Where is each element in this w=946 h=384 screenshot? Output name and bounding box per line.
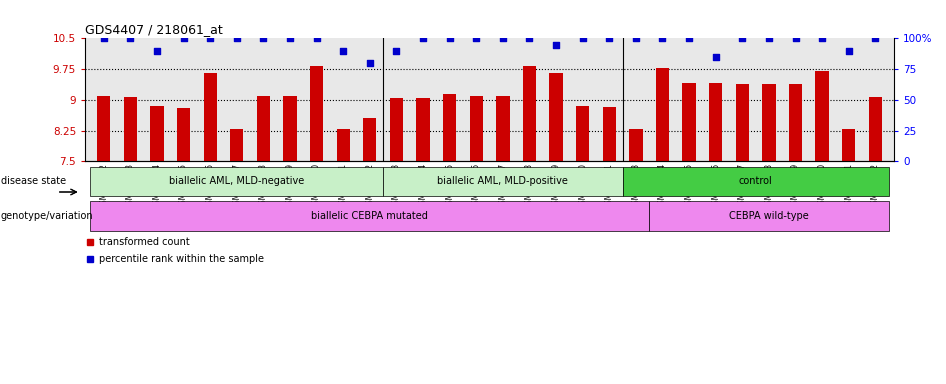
- Point: [362, 60, 377, 66]
- Bar: [124, 97, 137, 161]
- Point: [575, 35, 590, 41]
- Text: transformed count: transformed count: [99, 237, 190, 247]
- Point: [628, 35, 643, 41]
- Bar: [842, 129, 855, 161]
- Bar: [97, 96, 111, 161]
- Bar: [91, 167, 383, 196]
- Bar: [523, 66, 536, 161]
- Text: control: control: [739, 176, 773, 187]
- Point: [788, 35, 803, 41]
- Point: [468, 35, 483, 41]
- Bar: [230, 129, 243, 161]
- Bar: [649, 201, 888, 231]
- Bar: [416, 98, 429, 161]
- Point: [415, 35, 430, 41]
- Bar: [629, 129, 642, 161]
- Bar: [622, 167, 888, 196]
- Point: [549, 41, 564, 48]
- Bar: [310, 66, 324, 161]
- Point: [709, 54, 724, 60]
- Point: [735, 35, 750, 41]
- Bar: [789, 84, 802, 161]
- Bar: [284, 96, 297, 161]
- Bar: [656, 68, 669, 161]
- Point: [496, 35, 511, 41]
- Point: [123, 35, 138, 41]
- Bar: [177, 108, 190, 161]
- Bar: [256, 96, 270, 161]
- Bar: [443, 94, 456, 161]
- Point: [841, 48, 856, 54]
- Text: GDS4407 / 218061_at: GDS4407 / 218061_at: [85, 23, 223, 36]
- Point: [96, 35, 112, 41]
- Point: [149, 48, 165, 54]
- Point: [309, 35, 324, 41]
- Bar: [710, 83, 723, 161]
- Point: [762, 35, 777, 41]
- Point: [867, 35, 883, 41]
- Text: biallelic AML, MLD-negative: biallelic AML, MLD-negative: [169, 176, 305, 187]
- Text: biallelic AML, MLD-positive: biallelic AML, MLD-positive: [437, 176, 569, 187]
- Text: disease state: disease state: [1, 176, 66, 187]
- Point: [681, 35, 696, 41]
- Text: percentile rank within the sample: percentile rank within the sample: [99, 254, 264, 264]
- Bar: [682, 83, 695, 161]
- Point: [522, 35, 537, 41]
- Bar: [203, 73, 217, 161]
- Bar: [762, 84, 776, 161]
- Bar: [576, 106, 589, 161]
- Bar: [603, 107, 616, 161]
- Point: [255, 35, 271, 41]
- Bar: [736, 84, 749, 161]
- Point: [336, 48, 351, 54]
- Bar: [868, 96, 882, 161]
- Bar: [150, 106, 164, 161]
- Bar: [337, 129, 350, 161]
- Point: [176, 35, 191, 41]
- Text: biallelic CEBPA mutated: biallelic CEBPA mutated: [311, 211, 429, 221]
- Point: [655, 35, 670, 41]
- Text: CEBPA wild-type: CEBPA wild-type: [729, 211, 809, 221]
- Bar: [383, 167, 622, 196]
- Bar: [91, 201, 649, 231]
- Bar: [469, 96, 482, 161]
- Point: [202, 35, 218, 41]
- Bar: [550, 73, 563, 161]
- Bar: [497, 96, 510, 161]
- Point: [229, 35, 244, 41]
- Bar: [390, 98, 403, 161]
- Bar: [815, 71, 829, 161]
- Point: [442, 35, 457, 41]
- Text: genotype/variation: genotype/variation: [1, 211, 94, 221]
- Bar: [363, 118, 377, 161]
- Point: [389, 48, 404, 54]
- Point: [602, 35, 617, 41]
- Point: [815, 35, 830, 41]
- Point: [283, 35, 298, 41]
